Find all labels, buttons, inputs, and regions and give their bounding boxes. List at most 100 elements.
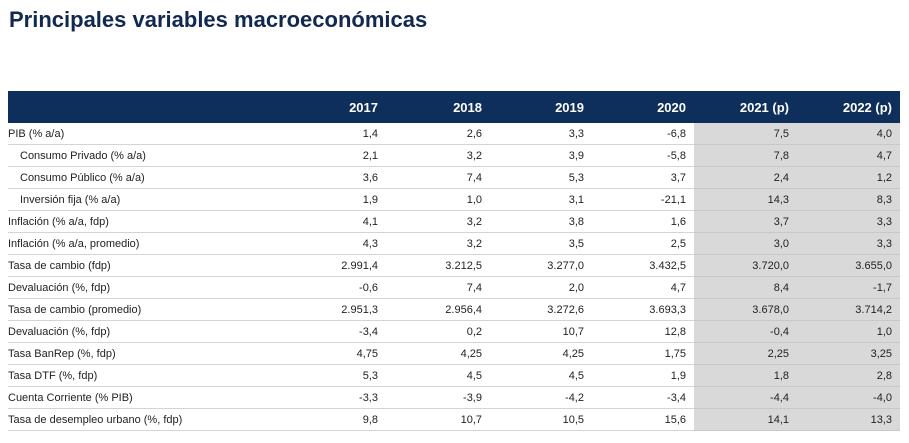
- table-row: PIB (% a/a) 1,4 2,6 3,3 -6,8 7,5 4,0: [8, 123, 900, 145]
- cell-value: 3,5: [490, 232, 592, 255]
- cell-value: 1,4: [291, 123, 386, 145]
- cell-value: 10,7: [490, 320, 592, 343]
- cell-value: 4,5: [386, 364, 490, 387]
- cell-value: -0,4: [694, 320, 797, 343]
- cell-value: -3,4: [291, 320, 386, 343]
- table-row: Inflación (% a/a, fdp) 4,1 3,2 3,8 1,6 3,7 3,3: [8, 210, 900, 233]
- table-row: Tasa de cambio (promedio) 2.951,3 2.956,4 3…: [8, 298, 900, 321]
- table-row: Tasa DTF (%, fdp) 5,3 4,5 4,5 1,9 1,8 2,8: [8, 364, 900, 387]
- cell-value: 1,9: [291, 188, 386, 211]
- cell-value: 4,3: [291, 232, 386, 255]
- cell-value: 2.951,3: [291, 298, 386, 321]
- cell-value: 3.655,0: [797, 254, 900, 277]
- table-row: Cuenta Corriente (% PIB) -3,3 -3,9 -4,2 -3,4…: [8, 386, 900, 409]
- cell-value: 1,0: [797, 320, 900, 343]
- cell-value: 3,3: [797, 232, 900, 255]
- header-cell: [8, 91, 291, 123]
- header-cell: 2018: [386, 91, 490, 123]
- cell-value: 7,4: [386, 276, 490, 299]
- cell-value: -3,4: [592, 386, 694, 409]
- cell-value: 3,3: [797, 210, 900, 233]
- cell-value: 4,25: [490, 342, 592, 365]
- cell-value: 3.714,2: [797, 298, 900, 321]
- header-cell: 2022 (p): [797, 91, 900, 123]
- header-cell: 2021 (p): [694, 91, 797, 123]
- macro-table: 2017 2018 2019 2020 2021 (p) 2022 (p) PIB (% …: [8, 91, 900, 431]
- cell-value: 1,75: [592, 342, 694, 365]
- row-label: Tasa DTF (%, fdp): [8, 364, 291, 387]
- table-row: Devaluación (%, fdp) -3,4 0,2 10,7 12,8 -0,4 1…: [8, 320, 900, 343]
- cell-value: 4,7: [797, 144, 900, 167]
- row-label: Consumo Privado (% a/a): [8, 144, 291, 167]
- cell-value: 3.277,0: [490, 254, 592, 277]
- table-row: Tasa de desempleo urbano (%, fdp) 9,8 10,7…: [8, 408, 900, 431]
- cell-value: 4,0: [797, 123, 900, 145]
- cell-value: -6,8: [592, 123, 694, 145]
- cell-value: 3,7: [592, 166, 694, 189]
- cell-value: -1,7: [797, 276, 900, 299]
- cell-value: 8,3: [797, 188, 900, 211]
- header-cell: 2019: [490, 91, 592, 123]
- row-label: Inflación (% a/a, promedio): [8, 232, 291, 255]
- cell-value: 3,25: [797, 342, 900, 365]
- cell-value: 3.212,5: [386, 254, 490, 277]
- cell-value: 14,3: [694, 188, 797, 211]
- cell-value: 0,2: [386, 320, 490, 343]
- cell-value: 7,4: [386, 166, 490, 189]
- row-label: Tasa de desempleo urbano (%, fdp): [8, 408, 291, 431]
- cell-value: 1,2: [797, 166, 900, 189]
- cell-value: 15,6: [592, 408, 694, 431]
- cell-value: 3,6: [291, 166, 386, 189]
- cell-value: 8,4: [694, 276, 797, 299]
- table-header: 2017 2018 2019 2020 2021 (p) 2022 (p): [8, 91, 900, 123]
- row-label: Inversión fija (% a/a): [8, 188, 291, 211]
- row-label: Inflación (% a/a, fdp): [8, 210, 291, 233]
- cell-value: 3,2: [386, 232, 490, 255]
- cell-value: 2,1: [291, 144, 386, 167]
- cell-value: 3,1: [490, 188, 592, 211]
- cell-value: 1,8: [694, 364, 797, 387]
- header-cell: 2020: [592, 91, 694, 123]
- cell-value: 3.678,0: [694, 298, 797, 321]
- table-row: Consumo Público (% a/a) 3,6 7,4 5,3 3,7 2,4 1,…: [8, 166, 900, 189]
- cell-value: 1,9: [592, 364, 694, 387]
- cell-value: 4,1: [291, 210, 386, 233]
- row-label: Tasa BanRep (%, fdp): [8, 342, 291, 365]
- cell-value: 3.693,3: [592, 298, 694, 321]
- cell-value: 14,1: [694, 408, 797, 431]
- cell-value: 3,9: [490, 144, 592, 167]
- row-label: Tasa de cambio (promedio): [8, 298, 291, 321]
- cell-value: -3,9: [386, 386, 490, 409]
- cell-value: 2,25: [694, 342, 797, 365]
- cell-value: 4,25: [386, 342, 490, 365]
- cell-value: 7,8: [694, 144, 797, 167]
- table-row: Devaluación (%, fdp) -0,6 7,4 2,0 4,7 8,4 -1,7: [8, 276, 900, 299]
- table-body: PIB (% a/a) 1,4 2,6 3,3 -6,8 7,5 4,0 Consumo Pr…: [8, 123, 900, 431]
- header-cell: 2017: [291, 91, 386, 123]
- cell-value: 9,8: [291, 408, 386, 431]
- row-label: Consumo Público (% a/a): [8, 166, 291, 189]
- row-label: Devaluación (%, fdp): [8, 320, 291, 343]
- cell-value: 2,5: [592, 232, 694, 255]
- cell-value: -3,3: [291, 386, 386, 409]
- cell-value: 3,0: [694, 232, 797, 255]
- cell-value: 1,6: [592, 210, 694, 233]
- cell-value: 2,6: [386, 123, 490, 145]
- cell-value: 4,5: [490, 364, 592, 387]
- cell-value: 3.432,5: [592, 254, 694, 277]
- cell-value: 3,2: [386, 210, 490, 233]
- cell-value: 1,0: [386, 188, 490, 211]
- cell-value: 3.720,0: [694, 254, 797, 277]
- table-row: Consumo Privado (% a/a) 2,1 3,2 3,9 -5,8 7,8 4…: [8, 144, 900, 167]
- cell-value: 10,5: [490, 408, 592, 431]
- cell-value: 2,0: [490, 276, 592, 299]
- cell-value: 3,8: [490, 210, 592, 233]
- cell-value: 3,3: [490, 123, 592, 145]
- cell-value: -0,6: [291, 276, 386, 299]
- row-label: Tasa de cambio (fdp): [8, 254, 291, 277]
- cell-value: 5,3: [291, 364, 386, 387]
- cell-value: 12,8: [592, 320, 694, 343]
- cell-value: 2,8: [797, 364, 900, 387]
- cell-value: -4,4: [694, 386, 797, 409]
